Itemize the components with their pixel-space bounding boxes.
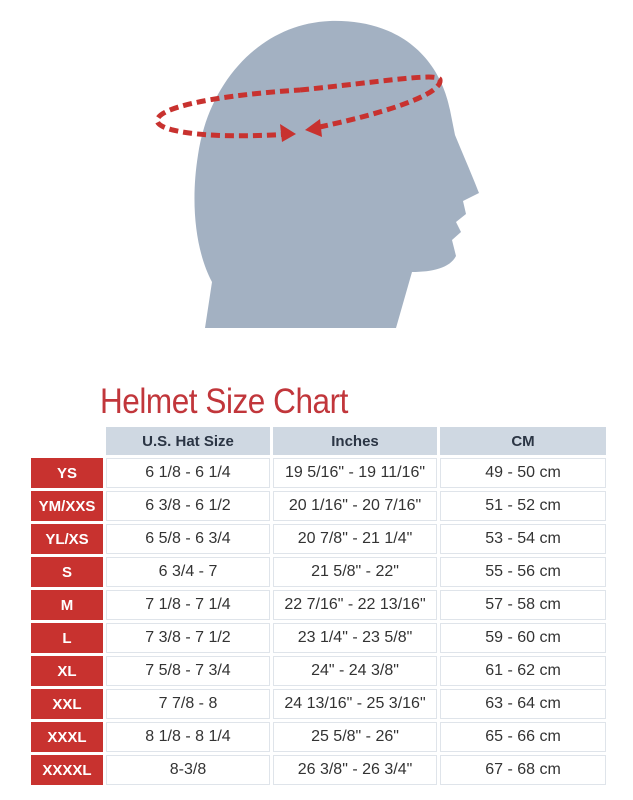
inches-cell: 22 7/16" - 22 13/16" (273, 590, 437, 620)
inches-cell: 21 5/8" - 22" (273, 557, 437, 587)
head-circumference-measurement-icon (154, 20, 479, 328)
size-label: L (31, 623, 103, 653)
hat-size-cell: 6 1/8 - 6 1/4 (106, 458, 270, 488)
inches-cell: 20 7/8" - 21 1/4" (273, 524, 437, 554)
header-hat-size: U.S. Hat Size (106, 427, 270, 455)
cm-cell: 59 - 60 cm (440, 623, 606, 653)
cm-cell: 51 - 52 cm (440, 491, 606, 521)
size-label: M (31, 590, 103, 620)
arrow-right-icon (280, 124, 296, 142)
size-label: YL/XS (31, 524, 103, 554)
hat-size-cell: 7 1/8 - 7 1/4 (106, 590, 270, 620)
arrow-left-icon (305, 119, 322, 137)
size-label: YS (31, 458, 103, 488)
cm-cell: 65 - 66 cm (440, 722, 606, 752)
inches-cell: 20 1/16" - 20 7/16" (273, 491, 437, 521)
cm-cell: 61 - 62 cm (440, 656, 606, 686)
head-silhouette (194, 20, 479, 328)
cm-cell: 49 - 50 cm (440, 458, 606, 488)
table-row: YL/XS 6 5/8 - 6 3/4 20 7/8" - 21 1/4" 53 - … (31, 524, 606, 554)
size-label: S (31, 557, 103, 587)
table-row: YM/XXS 6 3/8 - 6 1/2 20 1/16" - 20 7/16" 51… (31, 491, 606, 521)
inches-cell: 26 3/8" - 26 3/4" (273, 755, 437, 785)
measuring-tape-back (154, 87, 301, 139)
hat-size-cell: 8 1/8 - 8 1/4 (106, 722, 270, 752)
size-label: XXXL (31, 722, 103, 752)
hat-size-cell: 6 3/4 - 7 (106, 557, 270, 587)
hat-size-cell: 6 3/8 - 6 1/2 (106, 491, 270, 521)
hat-size-cell: 8-3/8 (106, 755, 270, 785)
size-label: XL (31, 656, 103, 686)
header-inches: Inches (273, 427, 437, 455)
table-row: XXXL 8 1/8 - 8 1/4 25 5/8" - 26" 65 - 66 cm (31, 722, 606, 752)
inches-cell: 24" - 24 3/8" (273, 656, 437, 686)
cm-cell: 67 - 68 cm (440, 755, 606, 785)
table-row: YS 6 1/8 - 6 1/4 19 5/16" - 19 11/16" 49 - … (31, 458, 606, 488)
cm-cell: 57 - 58 cm (440, 590, 606, 620)
page-title: Helmet Size Chart (100, 382, 348, 421)
measuring-tape-front (299, 74, 443, 131)
size-table: U.S. Hat Size Inches CM YS 6 1/8 - 6 1/4 1… (28, 424, 609, 788)
table-header-row: U.S. Hat Size Inches CM (31, 427, 606, 455)
table-row: XXXXL 8-3/8 26 3/8" - 26 3/4" 67 - 68 cm (31, 755, 606, 785)
hat-size-cell: 7 3/8 - 7 1/2 (106, 623, 270, 653)
hat-size-cell: 7 5/8 - 7 3/4 (106, 656, 270, 686)
hat-size-cell: 7 7/8 - 8 (106, 689, 270, 719)
table-row: XXL 7 7/8 - 8 24 13/16" - 25 3/16" 63 - 64 … (31, 689, 606, 719)
size-label: XXXXL (31, 755, 103, 785)
size-label: XXL (31, 689, 103, 719)
inches-cell: 24 13/16" - 25 3/16" (273, 689, 437, 719)
cm-cell: 53 - 54 cm (440, 524, 606, 554)
inches-cell: 19 5/16" - 19 11/16" (273, 458, 437, 488)
inches-cell: 23 1/4" - 23 5/8" (273, 623, 437, 653)
hat-size-cell: 6 5/8 - 6 3/4 (106, 524, 270, 554)
table-row: XL 7 5/8 - 7 3/4 24" - 24 3/8" 61 - 62 cm (31, 656, 606, 686)
cm-cell: 63 - 64 cm (440, 689, 606, 719)
cm-cell: 55 - 56 cm (440, 557, 606, 587)
size-label: YM/XXS (31, 491, 103, 521)
header-blank (31, 427, 103, 455)
inches-cell: 25 5/8" - 26" (273, 722, 437, 752)
header-cm: CM (440, 427, 606, 455)
